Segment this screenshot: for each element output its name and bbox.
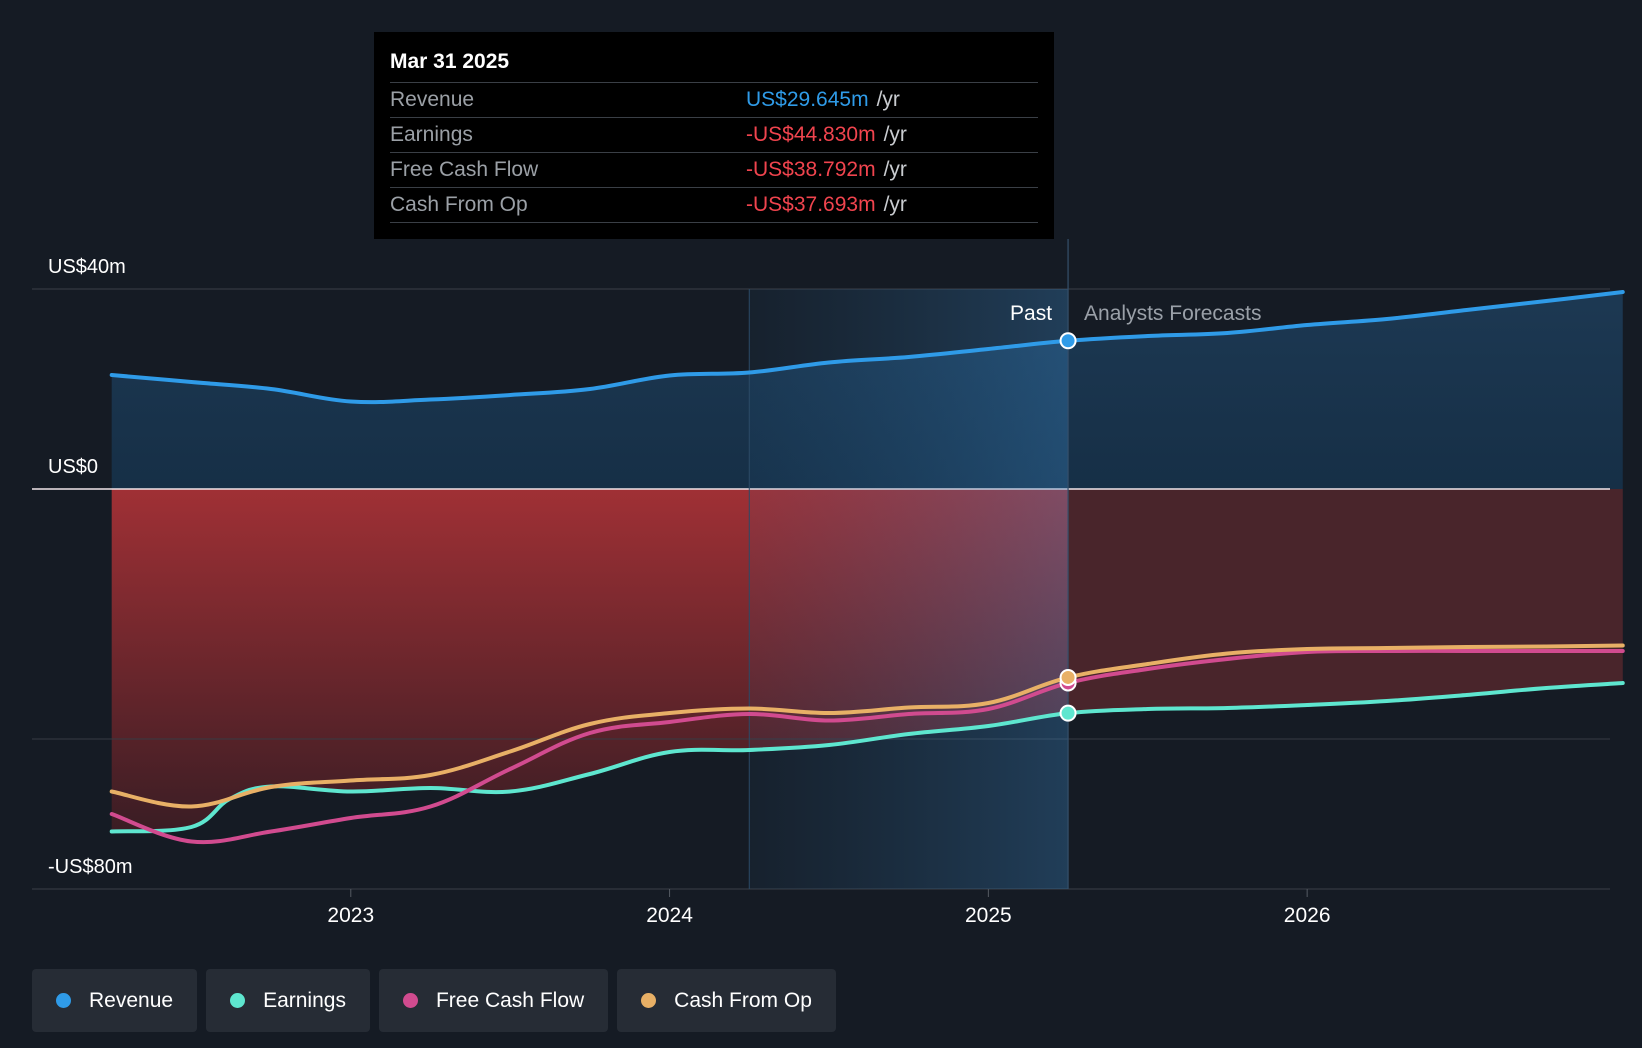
- tooltip-value: -US$38.792m: [746, 158, 876, 181]
- tooltip-label: Revenue: [390, 88, 475, 111]
- tooltip-row-cash-from-op: Cash From Op -US$37.693m /yr: [390, 188, 1038, 223]
- tooltip-unit: /yr: [883, 193, 907, 216]
- series-line-earnings: [109, 681, 1625, 834]
- legend-label: Cash From Op: [674, 988, 812, 1012]
- legend-item-earnings[interactable]: Earnings: [206, 969, 370, 1032]
- tooltip-unit: /yr: [876, 88, 900, 111]
- legend-dot-icon: [641, 993, 657, 1008]
- tooltip-label: Earnings: [390, 123, 473, 146]
- tooltip-value: US$29.645m: [746, 88, 869, 111]
- tooltip-value: -US$44.830m: [746, 123, 876, 146]
- legend-dot-icon: [56, 993, 71, 1008]
- tooltip-label: Free Cash Flow: [390, 158, 539, 181]
- series-lines: [109, 290, 1625, 845]
- x-tick-label: 2023: [327, 904, 374, 927]
- forecast-label: Analysts Forecasts: [1084, 302, 1261, 325]
- legend-label: Earnings: [263, 988, 346, 1012]
- series-line-free-cash-flow: [109, 648, 1625, 845]
- x-tick-label: 2024: [646, 904, 693, 927]
- y-tick-label: US$40m: [48, 256, 126, 278]
- axis-labels: US$40m US$0 -US$80m 2023 2024 2025 2026 Past Ana…: [48, 256, 1331, 927]
- series-line-cash-from-op: [109, 643, 1625, 809]
- highlight-layer: [748, 239, 1069, 889]
- legend: Revenue Earnings Free Cash Flow Cash Fro…: [32, 969, 836, 1032]
- tooltip-unit: /yr: [883, 158, 907, 181]
- legend-dot-icon: [230, 993, 246, 1008]
- highlight-band: [749, 289, 1069, 889]
- legend-label: Revenue: [89, 988, 174, 1012]
- point-revenue: [1059, 332, 1077, 350]
- tooltip-unit: /yr: [883, 123, 907, 146]
- tooltip-row-revenue: Revenue US$29.645m /yr: [390, 83, 1038, 118]
- series-dots: [1059, 332, 1077, 722]
- legend-item-cash-from-op[interactable]: Cash From Op: [617, 969, 836, 1032]
- legend-item-free-cash-flow[interactable]: Free Cash Flow: [378, 969, 609, 1032]
- y-tick-label: US$0: [48, 456, 98, 478]
- past-label: Past: [1010, 302, 1052, 325]
- tooltip-row-free-cash-flow: Free Cash Flow -US$38.792m /yr: [390, 153, 1038, 188]
- tooltip-date: Mar 31 2025: [390, 46, 1038, 83]
- legend-item-revenue[interactable]: Revenue: [32, 969, 198, 1032]
- point-cash-from-op: [1059, 668, 1077, 686]
- point-earnings: [1059, 704, 1077, 722]
- legend-dot-icon: [402, 993, 418, 1008]
- tooltip-label: Cash From Op: [390, 193, 528, 216]
- y-tick-label: -US$80m: [48, 856, 132, 878]
- series-line-revenue: [109, 290, 1625, 405]
- legend-label: Free Cash Flow: [435, 988, 585, 1012]
- tooltip: Mar 31 2025 Revenue US$29.645m /yr Earni…: [374, 32, 1054, 239]
- tooltip-value: -US$37.693m: [746, 193, 876, 216]
- x-tick-label: 2026: [1284, 904, 1331, 927]
- tooltip-row-earnings: Earnings -US$44.830m /yr: [390, 118, 1038, 153]
- x-tick-label: 2025: [965, 904, 1012, 927]
